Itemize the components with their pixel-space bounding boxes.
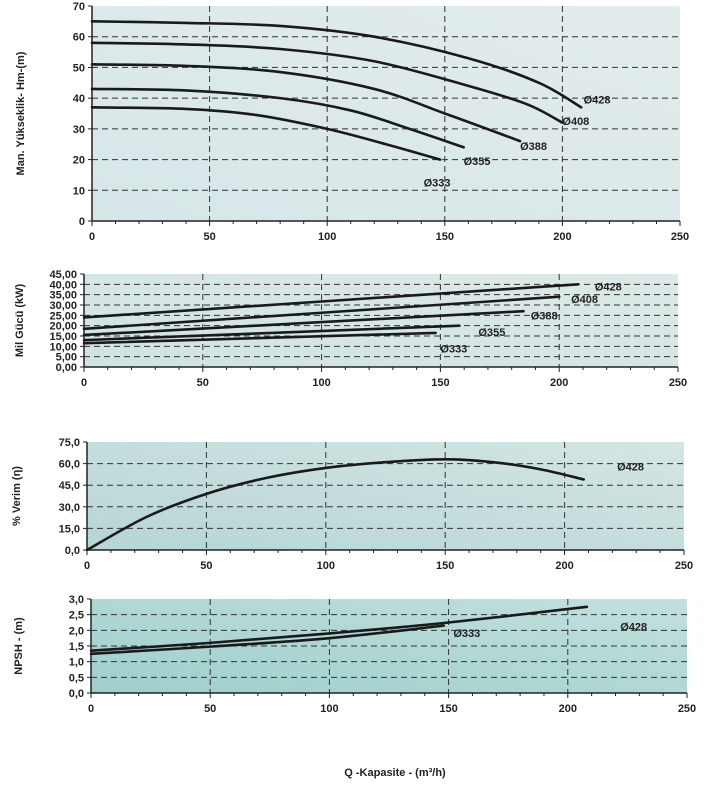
y-axis-title: % Verim (η) <box>11 466 23 526</box>
y-tick-label: 1,0 <box>69 657 84 669</box>
x-axis-title: Q -Kapasite - (m³/h) <box>344 767 446 779</box>
series-line-Ø408 <box>82 295 561 331</box>
x-tick-label: 0 <box>84 560 90 572</box>
y-tick-label: 0,0 <box>65 545 80 557</box>
plot-background <box>91 599 687 693</box>
x-tick-label: 200 <box>550 377 568 389</box>
y-axis-title: Man. Yükseklik- Hm-(m) <box>15 51 27 175</box>
series-line-Ø388 <box>90 63 522 143</box>
series-line-Ø355 <box>90 87 465 149</box>
series-line-Ø428 <box>90 20 583 109</box>
x-tick-label: 150 <box>431 377 449 389</box>
series-label: Ø408 <box>571 294 598 306</box>
y-tick-label: 10 <box>73 185 85 197</box>
y-tick-label: 2,5 <box>69 610 84 622</box>
y-axis-title: NPSH - (m) <box>13 617 25 675</box>
x-tick-label: 250 <box>669 377 687 389</box>
series-line-Ø428 <box>89 605 589 652</box>
y-tick-label: 30,0 <box>59 502 80 514</box>
y-tick-label: 60 <box>73 32 85 44</box>
series-line-Ø333 <box>89 624 446 656</box>
x-tick-label: 250 <box>675 560 693 572</box>
x-tick-label: 0 <box>88 703 94 715</box>
series-label: Ø355 <box>478 327 505 339</box>
series-label: Ø355 <box>464 156 491 168</box>
y-tick-label: 40 <box>73 93 85 105</box>
chart-3: 0,0 15,0 30,0 45,0 60,0 75,0 0 50 100 150 200 250 % … <box>11 437 693 572</box>
y-tick-label: 3,0 <box>69 594 84 606</box>
x-tick-label: 50 <box>203 231 215 243</box>
plot-background <box>84 274 678 367</box>
x-tick-label: 200 <box>553 231 571 243</box>
series-label: Ø428 <box>595 281 622 293</box>
series-label: Ø388 <box>531 310 558 322</box>
y-axis-title: Mil Gücü (kW) <box>14 284 26 358</box>
series-line-Ø428 <box>82 283 580 319</box>
x-tick-label: 250 <box>678 703 696 715</box>
series-label: Ø333 <box>440 343 467 355</box>
y-tick-label: 30 <box>73 124 85 136</box>
y-tick-label: 50 <box>73 62 85 74</box>
y-tick-label: 20 <box>73 155 85 167</box>
y-tick-label: 0 <box>79 216 85 228</box>
y-tick-label: 2,0 <box>69 625 84 637</box>
x-tick-label: 50 <box>197 377 209 389</box>
y-tick-label: 45,0 <box>59 480 80 492</box>
series-label: Ø428 <box>617 461 644 473</box>
series-label: Ø408 <box>562 116 589 128</box>
x-tick-label: 150 <box>436 231 454 243</box>
chart-2: 0,005,0010,0015,0020,0025,0030,0035,0040… <box>14 269 687 389</box>
x-tick-label: 100 <box>318 231 336 243</box>
series-line-Ø388 <box>82 309 525 337</box>
y-tick-label: 10,00 <box>49 341 77 353</box>
x-tick-label: 0 <box>81 377 87 389</box>
x-tick-label: 100 <box>312 377 330 389</box>
y-tick-label: 15,0 <box>59 523 80 535</box>
y-tick-label: 75,0 <box>59 437 80 449</box>
x-tick-label: 50 <box>200 560 212 572</box>
series-label: Ø428 <box>620 622 647 634</box>
y-tick-label: 25,00 <box>49 310 77 322</box>
y-tick-label: 1,5 <box>69 641 84 653</box>
y-tick-label: 70 <box>73 1 85 13</box>
series-label: Ø388 <box>520 141 547 153</box>
series-line-Ø355 <box>82 324 461 342</box>
series-label: Ø428 <box>584 95 611 107</box>
y-tick-label: 60,0 <box>59 459 80 471</box>
x-tick-label: 250 <box>671 231 689 243</box>
y-tick-label: 5,00 <box>56 352 77 364</box>
y-tick-label: 20,00 <box>49 321 77 333</box>
plot-background <box>92 6 680 221</box>
y-tick-label: 0,00 <box>56 362 77 374</box>
y-tick-label: 35,00 <box>49 290 77 302</box>
x-tick-label: 100 <box>320 703 338 715</box>
series-label: Ø333 <box>453 628 480 640</box>
y-tick-label: 0,5 <box>69 672 84 684</box>
series-line-Ø333 <box>82 331 437 345</box>
x-tick-label: 150 <box>436 560 454 572</box>
x-tick-label: 100 <box>317 560 335 572</box>
y-tick-label: 0,0 <box>69 688 84 700</box>
x-tick-label: 200 <box>559 703 577 715</box>
series-line-Ø428 <box>85 457 586 552</box>
series-line-Ø408 <box>90 41 564 125</box>
y-tick-label: 40,00 <box>49 279 77 291</box>
series-line-Ø333 <box>90 106 442 161</box>
x-tick-label: 0 <box>89 231 95 243</box>
y-tick-label: 30,00 <box>49 300 77 312</box>
series-label: Ø333 <box>424 178 451 190</box>
x-tick-label: 50 <box>204 703 216 715</box>
y-tick-label: 15,00 <box>49 331 77 343</box>
plot-background <box>87 442 684 550</box>
y-tick-label: 45,00 <box>49 269 77 281</box>
chart-4: 0,0 0,5 1,0 1,5 2,0 2,5 3,0 0 50 100 150 200 250 NPSH… <box>13 594 696 715</box>
x-tick-label: 150 <box>439 703 457 715</box>
x-tick-label: 200 <box>555 560 573 572</box>
chart-1: 0 10 20 30 40 50 60 70 0 50 100 150 200 250 Man. Yükse… <box>15 1 689 243</box>
